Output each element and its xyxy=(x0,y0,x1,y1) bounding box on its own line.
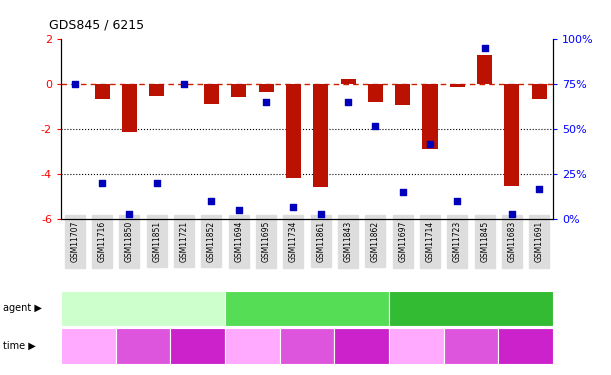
Bar xyxy=(450,84,465,87)
Point xyxy=(316,211,326,217)
Bar xyxy=(477,55,492,84)
Text: agent ▶: agent ▶ xyxy=(3,303,42,313)
Bar xyxy=(122,84,137,132)
Text: 0.06 mM 5-fluorouracil: 0.06 mM 5-fluorouracil xyxy=(416,303,526,313)
Text: untreated: untreated xyxy=(119,303,167,313)
Point xyxy=(179,81,189,87)
Bar xyxy=(258,84,274,92)
Bar xyxy=(149,84,164,96)
Text: 36 h: 36 h xyxy=(351,341,373,351)
Text: GDS845 / 6215: GDS845 / 6215 xyxy=(49,19,144,32)
Point xyxy=(152,180,162,186)
Point xyxy=(97,180,107,186)
Point xyxy=(125,211,134,217)
Point xyxy=(398,189,408,195)
Text: 12 h: 12 h xyxy=(241,341,263,351)
Bar xyxy=(505,84,519,186)
Point xyxy=(425,141,435,147)
Bar xyxy=(368,84,383,102)
Bar xyxy=(95,84,109,99)
Text: 12 h: 12 h xyxy=(78,341,100,351)
Point xyxy=(207,198,216,204)
Bar xyxy=(422,84,437,148)
Text: 36 h: 36 h xyxy=(515,341,536,351)
Point xyxy=(480,45,489,51)
Text: 24 h: 24 h xyxy=(460,341,482,351)
Point xyxy=(452,198,462,204)
Point xyxy=(343,99,353,105)
Point xyxy=(507,211,517,217)
Bar xyxy=(204,84,219,104)
Text: 36 h: 36 h xyxy=(187,341,208,351)
Text: 12 h: 12 h xyxy=(406,341,427,351)
Point xyxy=(288,204,298,210)
Point xyxy=(70,81,79,87)
Point xyxy=(261,99,271,105)
Point xyxy=(234,207,244,213)
Text: 0.5 uM doxorubicin: 0.5 uM doxorubicin xyxy=(260,303,354,313)
Bar xyxy=(532,84,547,99)
Text: 24 h: 24 h xyxy=(296,341,318,351)
Text: 24 h: 24 h xyxy=(132,341,154,351)
Point xyxy=(535,186,544,192)
Text: time ▶: time ▶ xyxy=(3,341,36,351)
Bar xyxy=(340,79,356,84)
Point xyxy=(370,123,380,129)
Bar xyxy=(395,84,410,105)
Bar xyxy=(313,84,328,187)
Bar xyxy=(231,84,246,97)
Bar xyxy=(286,84,301,178)
